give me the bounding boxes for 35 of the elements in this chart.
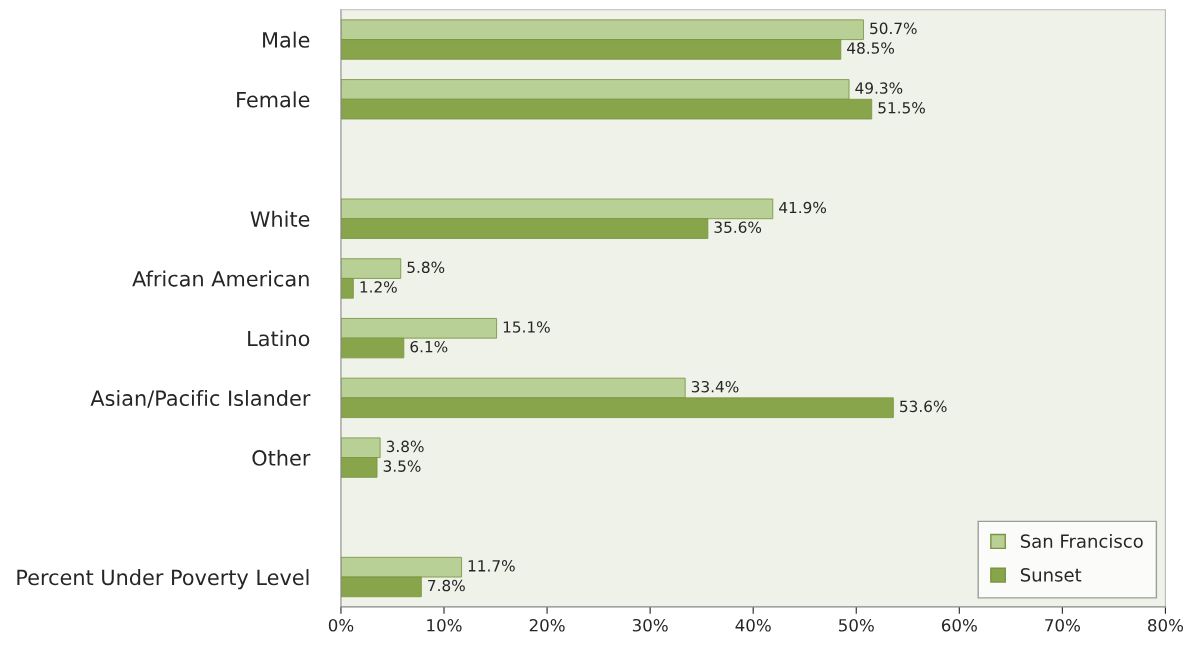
data-label: 53.6% [900,400,947,413]
data-label: 41.9% [779,201,827,214]
y-tick-label: Asian/Pacific Islander [90,389,311,408]
data-label: 51.5% [878,102,925,114]
data-label: 7.8% [428,579,465,592]
y-tick-label: Male [263,31,310,48]
data-label: 33.4% [691,380,739,393]
data-label: 5.8% [407,261,445,274]
data-label: 35.6% [714,221,762,233]
x-tick-label: 20% [529,618,565,632]
y-tick-label: African American [132,270,309,287]
x-tick-label: 10% [427,618,462,632]
x-tick-label: 30% [632,618,668,632]
data-label: 49.3% [855,82,903,94]
data-label: 15.1% [503,321,550,333]
data-label: 1.2% [360,281,397,293]
y-tick-label: Latino [248,330,310,347]
data-label: 11.7% [468,560,515,572]
x-tick-label: 60% [941,618,977,632]
y-tick-label: Other [252,449,311,466]
data-label: 6.1% [410,340,448,353]
data-label: 48.5% [847,42,895,54]
legend-label: Sunset [1020,568,1082,582]
x-tick-label: 80% [1148,618,1184,632]
x-tick-label: 0% [328,618,354,632]
y-tick-label: Percent Under Poverty Level [17,569,309,590]
data-label: 3.5% [383,460,421,472]
x-tick-label: 70% [1045,618,1080,632]
data-label: 3.8% [386,440,424,453]
data-label: 50.7% [870,22,917,35]
x-tick-label: 40% [735,618,771,632]
x-tick-label: 50% [839,618,874,632]
legend-label: San Francisco [1020,534,1143,548]
y-tick-label: Female [237,91,310,108]
y-tick-label: White [250,210,310,227]
